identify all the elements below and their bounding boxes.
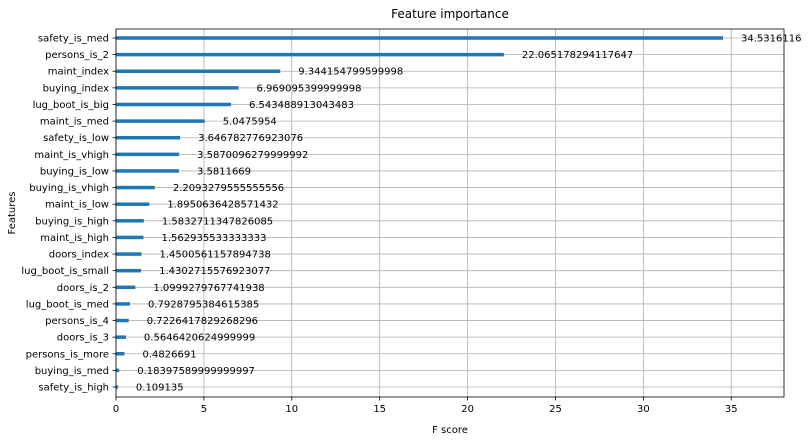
y-tick-label: safety_is_low <box>43 133 109 144</box>
y-tick-labels: safety_is_med persons_is_2 maint_indexbuyi… <box>21 34 116 394</box>
bar-value-label: 5.0475954 <box>223 117 277 128</box>
bar <box>116 185 155 190</box>
y-tick-label: doors_is_3 <box>57 333 109 344</box>
y-tick-label: maint_index <box>48 67 109 78</box>
bar-value-label: 1.8950636428571432 <box>167 200 278 211</box>
bar <box>116 385 118 389</box>
bar <box>116 52 504 57</box>
bar-value-label: 0.109135 <box>136 383 184 394</box>
bar-value-label: 3.5811669 <box>197 166 251 177</box>
chart-title: Feature importance <box>391 7 509 21</box>
y-tick-label: buying_is_high <box>35 216 109 227</box>
bar-value-label: 0.7928795384615385 <box>148 299 259 310</box>
bar <box>116 368 120 373</box>
bar <box>116 102 232 107</box>
bars <box>116 36 724 389</box>
bar-value-label: 1.562935533333333 <box>161 233 266 244</box>
bar <box>116 235 144 240</box>
bar <box>116 169 179 173</box>
bar-value-label: 34.5316116 <box>741 34 801 45</box>
bar <box>116 219 144 223</box>
bar-value-label: 0.5646420624999999 <box>144 333 255 344</box>
y-tick-label: safety_is_med <box>38 34 109 45</box>
y-tick-label: lug_boot_is_med <box>26 299 109 310</box>
y-tick-label: persons_is_2 <box>45 50 109 61</box>
x-tick-label: 30 <box>637 404 650 415</box>
bar-value-label: 1.4500561157894738 <box>159 250 270 261</box>
x-tick-label: 15 <box>373 404 386 415</box>
bar <box>116 69 281 73</box>
y-tick-label: persons_is_4 <box>45 316 109 327</box>
bar <box>116 36 724 40</box>
y-tick-label: lug_boot_is_big <box>33 100 109 111</box>
y-tick-label: maint_is_med <box>40 117 109 128</box>
y-tick-label: lug_boot_is_small <box>21 266 109 277</box>
plot-frame <box>115 28 785 398</box>
bar-value-label: 3.5870096279999992 <box>197 150 308 161</box>
value-labels: 34.5316116 22.065178294117647 9.3441547995… <box>136 34 802 394</box>
x-tick-label: 5 <box>201 404 207 415</box>
bar <box>116 335 126 339</box>
bar <box>116 152 180 157</box>
bar-value-label: 6.543488913043483 <box>249 100 354 111</box>
bar-value-label: 0.4826691 <box>142 349 196 360</box>
x-tick-label: 20 <box>461 404 474 415</box>
bar-value-label: 6.969095399999998 <box>257 83 362 94</box>
bar-value-label: 2.2093279555555556 <box>173 183 284 194</box>
x-tick-label: 0 <box>113 404 119 415</box>
x-tick-labels: 0 5 10 15 20 25 30 35 <box>113 397 738 415</box>
bar <box>116 352 125 356</box>
y-tick-label: maint_is_low <box>45 200 109 211</box>
y-tick-label: maint_is_high <box>40 233 109 244</box>
y-tick-label: doors_index <box>49 250 109 261</box>
bar <box>116 302 130 306</box>
x-tick-label: 25 <box>549 404 562 415</box>
y-tick-label: buying_is_med <box>35 366 109 377</box>
bar <box>116 318 129 323</box>
y-tick-label: buying_index <box>43 83 110 94</box>
x-tick-label: 35 <box>725 404 738 415</box>
bar-value-label: 22.065178294117647 <box>522 50 633 61</box>
bar-value-label: 9.344154799599998 <box>298 67 403 78</box>
y-tick-label: maint_is_vhigh <box>34 150 109 161</box>
bar <box>116 202 150 206</box>
bar-value-label: 0.7226417829268296 <box>147 316 258 327</box>
bar-value-label: 3.646782776923076 <box>198 133 303 144</box>
x-tick-label: 10 <box>285 404 298 415</box>
x-axis-label: F score <box>432 425 468 436</box>
y-tick-label: buying_is_low <box>40 166 109 177</box>
bar <box>116 268 142 273</box>
y-tick-label: buying_is_vhigh <box>29 183 109 194</box>
bar-value-label: 1.4302715576923077 <box>159 266 270 277</box>
bar <box>116 86 239 90</box>
bar <box>116 135 181 140</box>
y-tick-label: doors_is_2 <box>57 283 109 294</box>
bar-value-label: 0.18397589999999997 <box>137 366 255 377</box>
y-axis-label: Features <box>7 192 18 235</box>
bar <box>116 285 136 290</box>
bar-value-label: 1.0999279767741938 <box>153 283 264 294</box>
bar <box>116 119 205 123</box>
bar <box>116 252 142 256</box>
y-tick-label: persons_is_more <box>26 349 109 360</box>
y-tick-label: safety_is_high <box>38 383 109 394</box>
bar-value-label: 1.5832711347826085 <box>162 216 273 227</box>
